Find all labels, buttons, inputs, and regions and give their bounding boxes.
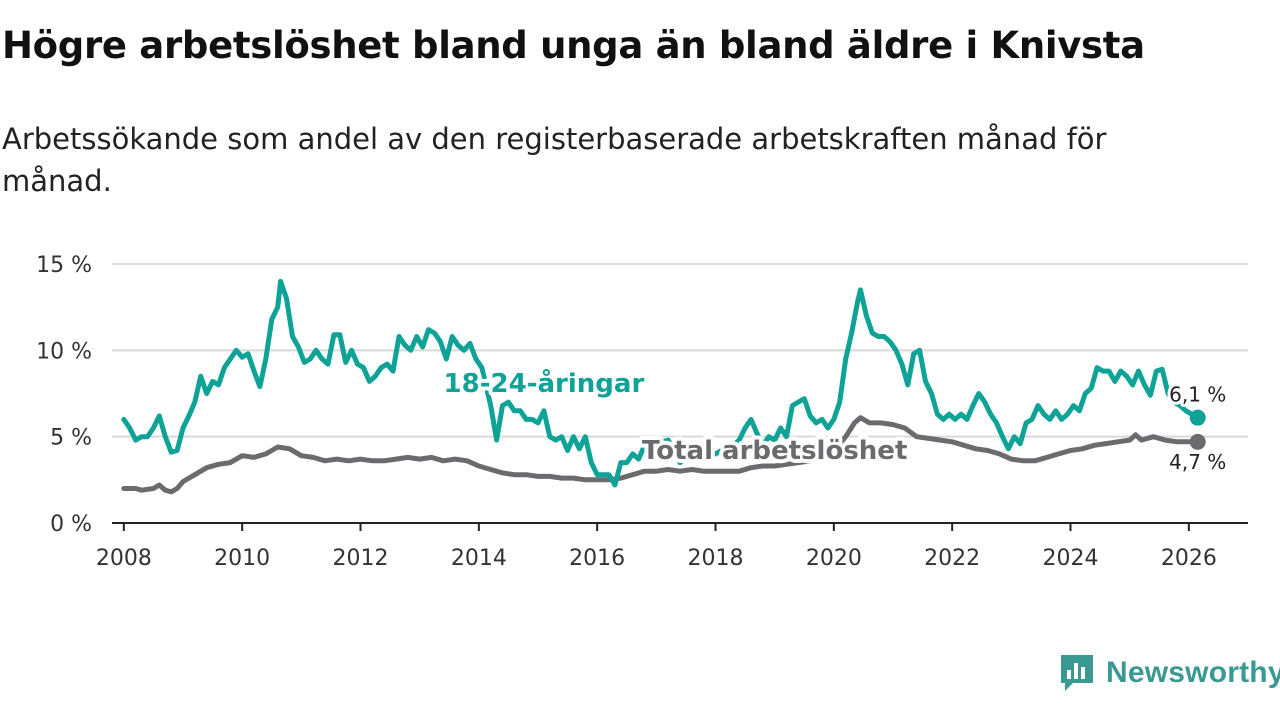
end-value-label-youth: 6,1 % xyxy=(1169,383,1226,407)
series-label-total: Total arbetslöshet xyxy=(642,436,907,466)
x-tick-label: 2012 xyxy=(333,546,389,571)
x-tick-label: 2020 xyxy=(806,546,862,571)
end-point-total xyxy=(1189,433,1206,450)
series-line-youth xyxy=(121,278,1201,488)
y-tick-label: 0 % xyxy=(50,512,92,537)
end-value-halo-youth: 6,1 % xyxy=(1169,383,1226,407)
x-tick-label: 2014 xyxy=(451,546,507,571)
series-lines xyxy=(121,278,1206,495)
end-value-label-total: 4,7 % xyxy=(1169,450,1226,474)
chart-title: Högre arbetslöshet bland unga än bland ä… xyxy=(2,24,1145,67)
axes: 0 % 5 % 10 % 15 % 2008 2010 2012 2014 2016 2018 20… xyxy=(36,253,1248,571)
newsworthy-logo-icon xyxy=(1061,655,1093,691)
x-tick-label: 2024 xyxy=(1043,546,1099,571)
series-line-total xyxy=(121,415,1201,495)
x-tick-label: 2008 xyxy=(96,546,152,571)
end-point-youth xyxy=(1189,409,1206,426)
y-tick-label: 10 % xyxy=(36,339,92,364)
series-label-halo-youth: 18-24-åringar xyxy=(444,367,645,399)
end-value-halo-total: 4,7 % xyxy=(1169,450,1226,474)
chart-subtitle: Arbetssökande som andel av den registerb… xyxy=(2,122,1107,198)
brand: Newsworthy xyxy=(1058,653,1280,693)
x-tick-label: 2026 xyxy=(1161,546,1217,571)
y-tick-label: 15 % xyxy=(36,253,92,278)
x-tick-label: 2022 xyxy=(924,546,980,571)
x-tick-label: 2016 xyxy=(569,546,625,571)
y-tick-label: 5 % xyxy=(50,426,92,451)
brand-name: Newsworthy xyxy=(1106,656,1280,689)
x-tick-label: 2010 xyxy=(214,546,270,571)
series-label-youth: 18-24-åringar xyxy=(444,367,645,399)
series-label-halo-total: Total arbetslöshet xyxy=(642,436,907,466)
x-tick-label: 2018 xyxy=(688,546,744,571)
